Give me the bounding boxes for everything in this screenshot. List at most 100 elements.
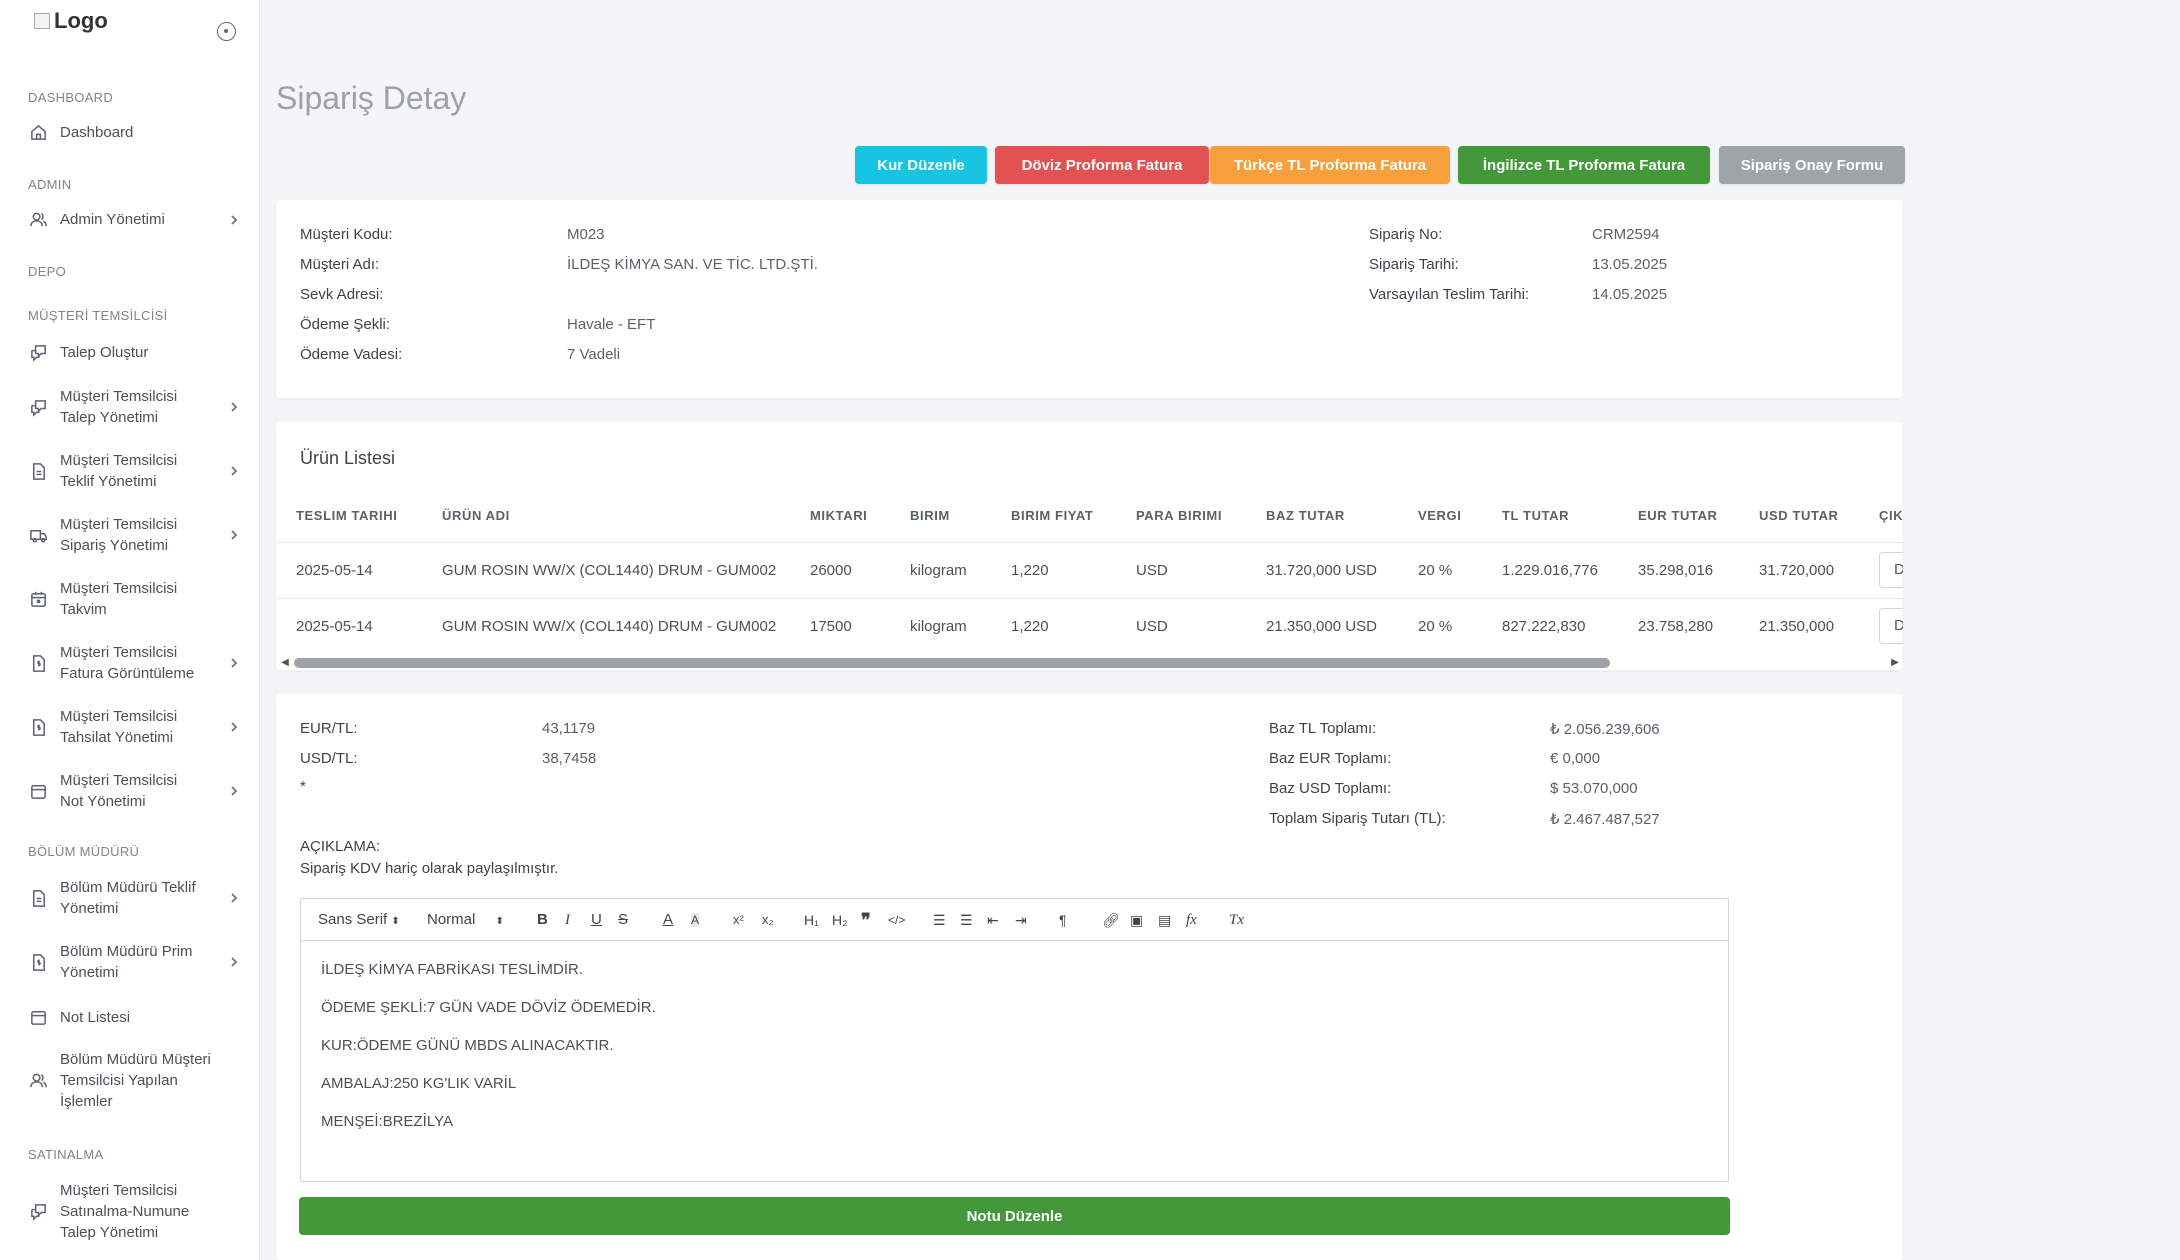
usd-tl-label: USD/TL:: [300, 750, 358, 767]
cell: USD: [1136, 618, 1168, 635]
scrollbar-thumb[interactable]: [294, 658, 1610, 668]
cell: 2025-05-14: [296, 562, 373, 579]
scroll-right-icon[interactable]: ▶: [1891, 657, 1899, 668]
sidebar-item-mt-teklif[interactable]: Müşteri Temsilcisi Teklif Yönetimi: [28, 450, 240, 492]
label-line: Müşteri Temsilcisi: [60, 1182, 178, 1199]
label-line: Yönetimi: [60, 900, 119, 917]
section-satinalma: SATINALMA: [28, 1147, 104, 1162]
section-admin: ADMIN: [28, 177, 72, 192]
indent-icon[interactable]: ⇥: [1015, 912, 1027, 928]
heading-1-icon[interactable]: H₁: [804, 912, 819, 928]
sidebar-item-bm-islemler[interactable]: Bölüm Müdürü Müşteri Temsilcisi Yapılan İş…: [28, 1049, 240, 1112]
sidebar-item-label: Müşteri Temsilcisi Talep Yönetimi: [60, 386, 228, 428]
baz-eur-label: Baz EUR Toplamı:: [1269, 750, 1392, 767]
kur-duzenle-button[interactable]: Kur Düzenle: [855, 146, 987, 184]
cell: kilogram: [910, 562, 967, 579]
underline-icon[interactable]: U: [591, 911, 602, 928]
cell: 31.720,000 USD: [1266, 562, 1377, 579]
toplam-label: Toplam Sipariş Tutarı (TL):: [1269, 810, 1446, 827]
ordered-list-icon[interactable]: ☰: [933, 912, 946, 928]
sidebar-item-label: Bölüm Müdürü Prim Yönetimi: [60, 941, 228, 983]
strikethrough-icon[interactable]: S: [618, 911, 629, 928]
sidebar-item-admin[interactable]: Admin Yönetimi: [28, 209, 240, 230]
bullet-list-icon[interactable]: ☰: [960, 912, 973, 928]
blockquote-icon[interactable]: ❞: [861, 910, 871, 930]
baz-eur-value: € 0,000: [1550, 750, 1601, 767]
label-line: Not Yönetimi: [60, 793, 146, 810]
clear-format-icon[interactable]: Tx: [1229, 912, 1244, 928]
sidebar-item-dashboard[interactable]: Dashboard: [28, 122, 240, 143]
italic-icon[interactable]: I: [565, 912, 570, 928]
col-header: BIRIM FIYAT: [1011, 508, 1094, 523]
sidebar-toggle-icon[interactable]: [217, 22, 236, 41]
col-header: BAZ TUTAR: [1266, 508, 1345, 523]
chevron-right-icon: [228, 892, 240, 904]
doviz-proforma-button[interactable]: Döviz Proforma Fatura: [995, 146, 1209, 184]
sidebar-item-label: Bölüm Müdürü Müşteri Temsilcisi Yapılan İş…: [60, 1049, 240, 1112]
sidebar-item-satinalma-numune[interactable]: Müşteri Temsilcisi Satınalma-Numune Talep …: [28, 1180, 240, 1243]
chat-icon: [28, 397, 48, 417]
scroll-left-icon[interactable]: ◀: [281, 657, 289, 668]
sidebar-item-label: Bölüm Müdürü Teklif Yönetimi: [60, 877, 228, 919]
ingilizce-proforma-button[interactable]: İngilizce TL Proforma Fatura: [1458, 146, 1710, 184]
siparis-onay-button[interactable]: Sipariş Onay Formu: [1719, 146, 1905, 184]
label-line: Fatura Görüntüleme: [60, 665, 195, 682]
sidebar-item-bm-teklif[interactable]: Bölüm Müdürü Teklif Yönetimi: [28, 877, 240, 919]
section-dashboard: DASHBOARD: [28, 90, 114, 105]
label-line: Satınalma-Numune: [60, 1203, 190, 1220]
bold-icon[interactable]: B: [537, 911, 548, 928]
sidebar-item-mt-tahsilat[interactable]: Müşteri Temsilcisi Tahsilat Yönetimi: [28, 706, 240, 748]
col-header: PARA BIRIMI: [1136, 508, 1223, 523]
notu-duzenle-button[interactable]: Notu Düzenle: [299, 1197, 1730, 1235]
aciklama-text: Sipariş KDV hariç olarak paylaşılmıştır.: [300, 860, 559, 877]
chevron-right-icon: [228, 956, 240, 968]
sidebar-item-bm-prim[interactable]: Bölüm Müdürü Prim Yönetimi: [28, 941, 240, 983]
heading-2-icon[interactable]: H₂: [832, 912, 848, 928]
cell: 1.229.016,776: [1502, 562, 1598, 579]
home-icon: [28, 123, 48, 143]
video-icon[interactable]: ▤: [1158, 912, 1172, 928]
sidebar-item-label: Müşteri Temsilcisi Teklif Yönetimi: [60, 450, 228, 492]
text-direction-icon[interactable]: ¶: [1059, 912, 1067, 928]
sidebar-item-label: Dashboard: [60, 124, 134, 141]
musteri-adi-label: Müşteri Adı:: [300, 256, 380, 273]
invoice-icon: [28, 717, 48, 737]
sidebar-item-mt-talep[interactable]: Müşteri Temsilcisi Talep Yönetimi: [28, 386, 240, 428]
calendar-icon: [28, 589, 48, 609]
cell: 20 %: [1418, 618, 1453, 635]
logo[interactable]: Logo: [34, 8, 108, 34]
editor-content[interactable]: İLDEŞ KİMYA FABRİKASI TESLİMDİR. ÖDEME Ş…: [321, 959, 656, 1149]
superscript-icon[interactable]: x²: [733, 912, 744, 927]
code-block-icon[interactable]: </>: [888, 913, 906, 927]
users-icon: [28, 1071, 48, 1091]
sidebar-item-talep-olustur[interactable]: Talep Oluştur: [28, 342, 240, 363]
subscript-icon[interactable]: x₂: [762, 912, 774, 927]
baz-usd-value: $ 53.070,000: [1550, 780, 1638, 797]
editor-line: İLDEŞ KİMYA FABRİKASI TESLİMDİR.: [321, 961, 584, 978]
image-icon[interactable]: ▣: [1130, 912, 1144, 928]
sidebar-item-mt-takvim[interactable]: Müşteri Temsilcisi Takvim: [28, 578, 240, 620]
row-action-button[interactable]: D: [1879, 552, 1903, 588]
invoice-icon: [28, 952, 48, 972]
sidebar-item-mt-fatura[interactable]: Müşteri Temsilcisi Fatura Görüntüleme: [28, 642, 240, 684]
users-icon: [28, 210, 48, 230]
sidebar-item-mt-siparis[interactable]: Müşteri Temsilcisi Sipariş Yönetimi: [28, 514, 240, 556]
label-line: Yönetimi: [60, 964, 119, 981]
font-select[interactable]: Sans Serif ⬍: [318, 909, 400, 933]
editor-line: AMBALAJ:250 KG'LIK VARİL: [321, 1075, 517, 1092]
text-color-icon[interactable]: A: [663, 911, 674, 928]
formula-icon[interactable]: fx: [1186, 912, 1197, 928]
order-info-card: Müşteri Kodu: M023 Müşteri Adı: İLDEŞ Kİ…: [276, 200, 1903, 398]
outdent-icon[interactable]: ⇤: [987, 912, 999, 928]
link-icon[interactable]: 🔗︎: [1102, 912, 1120, 928]
row-action-button[interactable]: D: [1879, 608, 1903, 644]
sidebar-item-not-listesi[interactable]: Not Listesi: [28, 1007, 240, 1028]
turkce-proforma-button[interactable]: Türkçe TL Proforma Fatura: [1210, 146, 1450, 184]
background-color-icon[interactable]: A: [691, 913, 700, 927]
sidebar-item-label: Müşteri Temsilcisi Takvim: [60, 578, 240, 620]
cell: 20 %: [1418, 562, 1453, 579]
size-select[interactable]: Normal ⬍: [427, 909, 504, 933]
document-icon: [28, 888, 48, 908]
col-header: MIKTARI: [810, 508, 868, 523]
sidebar-item-mt-not[interactable]: Müşteri Temsilcisi Not Yönetimi: [28, 770, 240, 812]
